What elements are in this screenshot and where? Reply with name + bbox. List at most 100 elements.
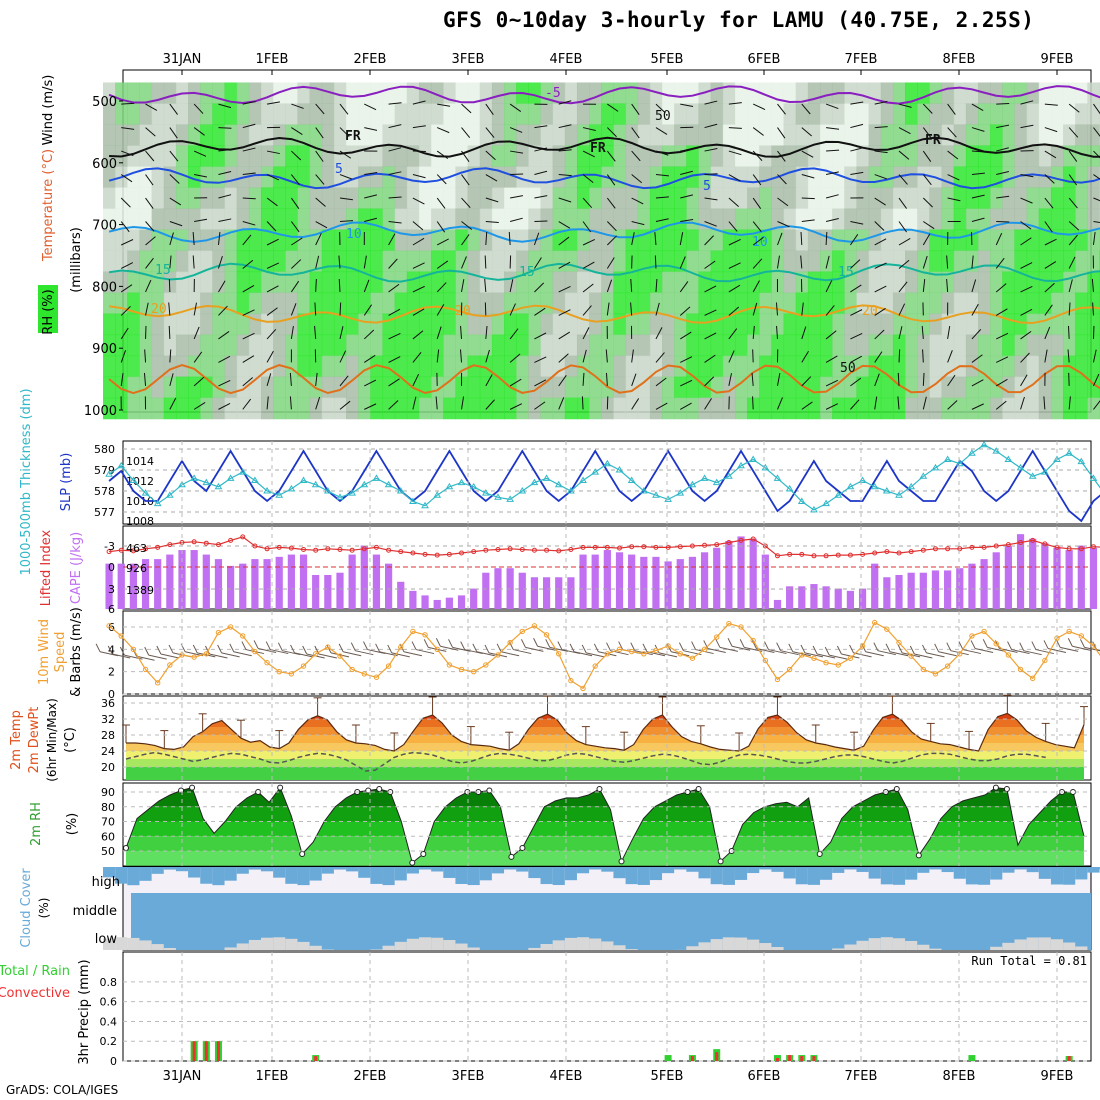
wind-barb [120,349,127,363]
date-label-top: 6FEB [748,52,781,67]
rh-shade-cell [637,208,651,231]
rh-shade-cell [662,124,675,147]
wind-barb [704,221,717,227]
rh-shade-cell [710,124,724,147]
rh-point [1069,789,1076,795]
wind-speed-point [896,639,902,646]
rh-shade-cell [710,376,724,399]
cape-bar [798,586,806,609]
wind-barb [996,195,1010,199]
rh-shade-cell [1014,82,1028,105]
precip-convective-bar [192,1041,196,1061]
rh-shade-cell [394,82,408,105]
wind-barb [403,651,423,657]
rh-shade-cell [479,124,493,147]
rh-shade-cell [880,124,894,147]
rh-shade-cell [978,103,991,126]
wind-barb [950,650,969,656]
wind-barb [971,217,985,222]
thickness-point [554,480,563,488]
lifted-index-point [568,547,574,552]
wind-barb [704,148,718,152]
rh-shade-cell [248,229,262,252]
lifted-index-point [386,547,392,553]
rh-shade-cell [965,334,979,357]
rh-shade-cell [103,271,116,294]
rh-shade-cell [394,124,408,147]
rh-shade-cell [491,355,505,378]
lifted-index-point [471,549,477,555]
wind-barb [315,127,324,139]
rh-shade-cell [698,145,712,168]
cape-bar [700,552,709,609]
rh-shade-cell [103,82,116,105]
rh-band [126,836,1084,851]
rh-shade-cell [528,355,542,378]
wind-barb [825,194,839,199]
thickness-point [688,480,697,488]
wind-barb [974,647,994,653]
wind-barb [242,172,256,176]
wind-barb [338,643,344,653]
rh-shade-cell [151,145,165,168]
cape-bar [360,545,368,609]
rh-shade-cell [783,313,797,336]
isotherm-line [108,221,1100,243]
wind-barb [169,232,174,246]
rh-shade-cell [832,166,845,189]
cape-bar [251,559,259,609]
wind-barb [776,255,780,269]
wind-speed-point [167,662,173,668]
wind-barb [829,654,848,660]
thickness-point [311,480,320,488]
wind-barb [242,123,256,129]
rh-shade-cell [467,208,481,231]
rh-shade-cell [564,334,578,357]
rh-shade-cell [686,271,700,294]
rh-shade-cell [1026,334,1040,357]
rh-shade-cell [212,397,226,420]
wind-speed-point [191,654,197,660]
rh-shade-cell [418,334,432,357]
cloud-high-bar [1014,867,1027,870]
wind-barb [581,396,584,410]
rh-shade-cell [370,187,384,210]
wind-barb [923,221,935,230]
wind-barb [169,127,178,139]
cape-bar [263,559,271,609]
lifted-index-point [957,546,963,552]
rh-shade-cell [127,334,141,357]
rh-shade-cell [698,166,712,189]
thickness-point [822,499,830,507]
wind-barb [606,127,617,138]
rh-shade-cell [1050,292,1064,315]
rh-shade-cell [807,313,821,336]
rh-shade-cell [346,229,359,252]
cloud-high-bar [576,867,590,874]
rh-shade-cell [309,292,323,315]
wind-barb [558,174,572,177]
rh2m-axis-label: (%) [65,813,80,836]
rh-shade-cell [1075,145,1088,168]
wind-barb [631,221,645,226]
thickness-point [348,489,357,496]
rh-shade-cell [795,313,809,336]
rh-shade-cell [321,334,335,357]
rh-shade-cell [1026,292,1040,315]
wind-barb [922,372,925,386]
cloud-high-bar [978,867,991,885]
rh-shade-cell [905,166,918,189]
rh-shade-cell [1002,103,1016,126]
rh-shade-cell [333,103,347,126]
rh-shade-cell [212,124,226,147]
wind-barb [801,326,807,340]
rh-shade-cell [248,397,262,420]
rh-shade-cell [346,82,359,105]
wind-barb [659,652,678,658]
rh-shade-cell [540,229,554,252]
rh-shade-cell [1038,313,1052,336]
contour-label: 20 [455,304,471,319]
rh-shade-cell [929,103,943,126]
rh-shade-cell [273,103,286,126]
wind-barb [1020,174,1034,178]
